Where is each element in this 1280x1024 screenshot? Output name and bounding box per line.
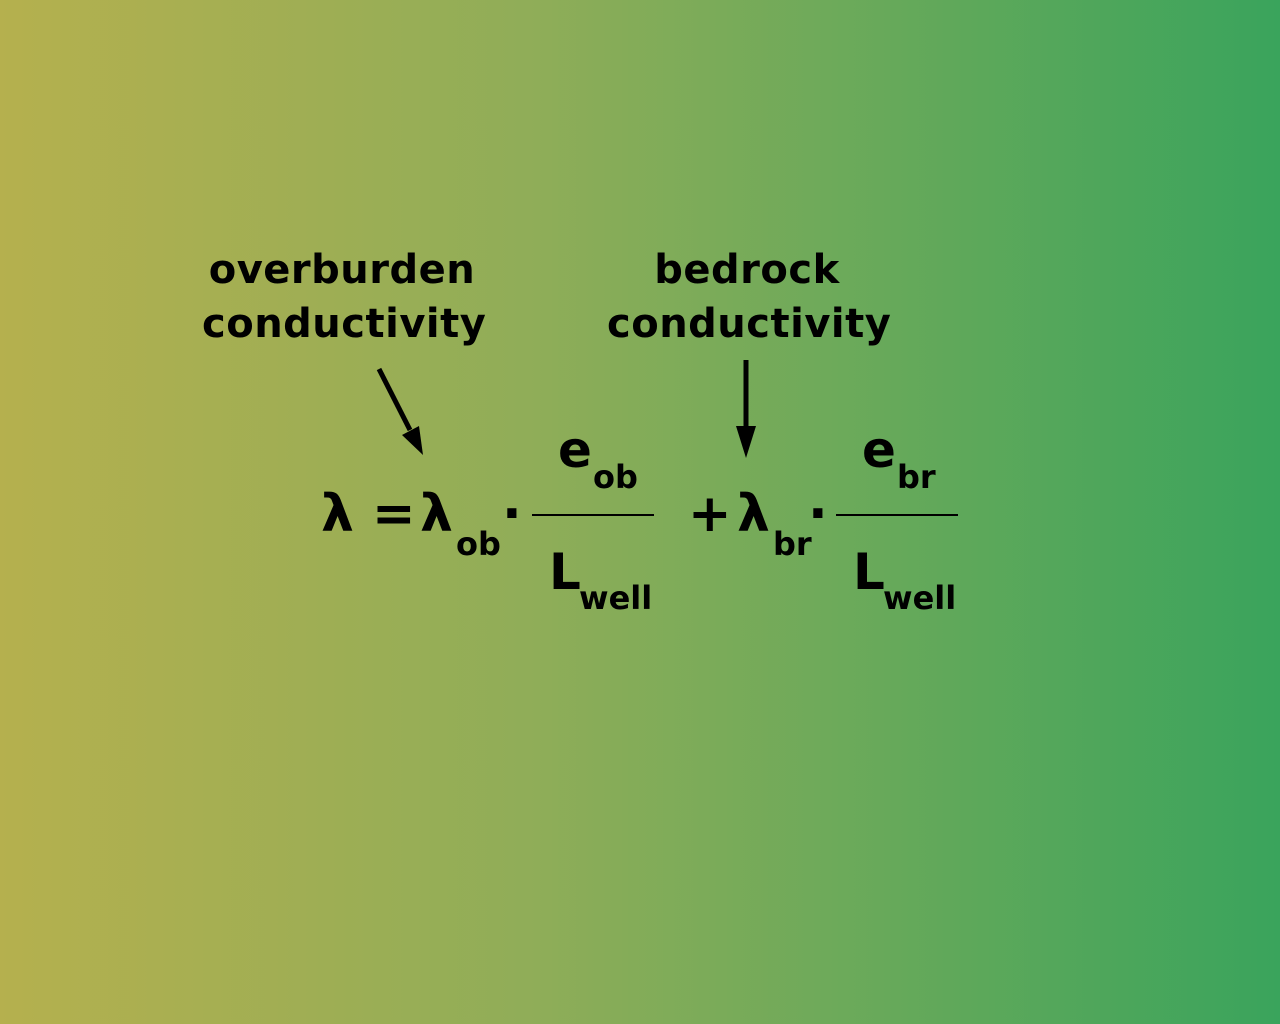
bedrock-conductivity-label: bedrock conductivity: [607, 243, 892, 351]
lambda-br: λ: [737, 484, 770, 544]
e-ob-numerator: e: [558, 421, 592, 479]
l-well-subscript-2: well: [883, 579, 957, 617]
lambda-br-subscript: br: [773, 525, 812, 563]
overburden-label-line2: conductivity: [202, 301, 487, 347]
bedrock-label-line1: bedrock: [654, 247, 840, 293]
fraction-bar-2: [836, 514, 958, 516]
overburden-label-line1: overburden: [208, 247, 476, 293]
l-well-subscript-1: well: [579, 579, 653, 617]
bedrock-arrow: [736, 360, 756, 458]
multiply-dot-1: ·: [502, 484, 522, 544]
e-ob-subscript: ob: [593, 458, 638, 496]
equals-sign: =: [372, 484, 416, 544]
overburden-conductivity-label: overburden conductivity: [202, 243, 487, 351]
multiply-dot-2: ·: [808, 484, 828, 544]
l-well-denominator-2: L: [853, 543, 885, 601]
lambda-ob-subscript: ob: [456, 525, 501, 563]
l-well-denominator-1: L: [549, 543, 581, 601]
fraction-bar-1: [532, 514, 654, 516]
e-br-numerator: e: [862, 421, 896, 479]
plus-sign: +: [688, 484, 732, 544]
e-br-subscript: br: [897, 458, 936, 496]
lambda-ob: λ: [420, 484, 453, 544]
bedrock-label-line2: conductivity: [607, 301, 892, 347]
overburden-arrow: [376, 367, 423, 455]
lambda-total: λ: [321, 484, 354, 544]
